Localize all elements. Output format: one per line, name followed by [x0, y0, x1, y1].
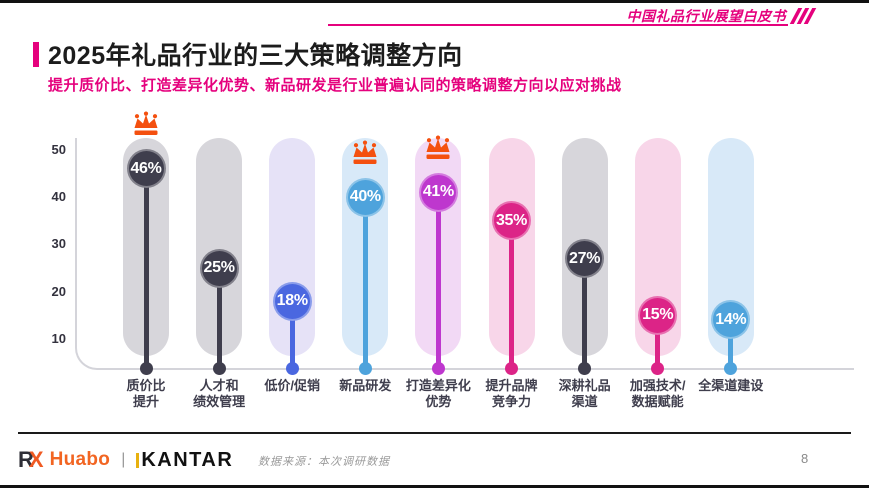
y-axis-tick-label: 30: [51, 236, 66, 252]
baseline-dot: [285, 361, 299, 375]
category-label: 低价/促销: [264, 378, 320, 393]
bar-stem: [216, 268, 222, 368]
baseline-dot: [724, 361, 738, 375]
baseline-dot: [578, 361, 592, 375]
category-label: 新品研发: [339, 378, 392, 393]
huabo-logo: Huabo: [49, 449, 111, 470]
y-axis-tick-label: 10: [51, 330, 66, 346]
category-label: 人才和 绩效管理: [193, 378, 246, 409]
category-label: 质价比 提升: [126, 378, 166, 409]
bar-stem: [362, 197, 368, 368]
crown-icon: [422, 135, 454, 161]
top-edge-bar: [0, 0, 869, 3]
baseline-dot: [358, 361, 372, 375]
category-label: 打造差异化 优势: [405, 378, 471, 409]
value-bubble: 40%: [345, 177, 385, 217]
value-bubble: 18%: [272, 281, 312, 321]
crown-icon: [349, 140, 381, 166]
page-subtitle: 提升质价比、打造差异化优势、新品研发是行业普遍认同的策略调整方向以应对挑战: [48, 77, 622, 94]
category-label: 加强技术/数据赋能: [629, 378, 686, 409]
baseline-dot: [505, 361, 518, 375]
kantar-accent-bar: [136, 452, 140, 468]
value-bubble: 27%: [565, 239, 605, 279]
bottom-edge-bar: [0, 485, 869, 488]
bar-stem: [435, 192, 441, 368]
footer-rule: [18, 432, 851, 434]
bar-stem: [728, 319, 734, 368]
rx-logo: RX: [18, 447, 44, 472]
baseline-dot: [212, 361, 226, 375]
value-bubble: 46%: [126, 149, 166, 189]
brand-title: 中国礼品行业展望白皮书: [626, 8, 786, 24]
crown-icon: [130, 111, 162, 137]
axis-frame: [75, 138, 854, 370]
baseline-dot: [651, 361, 665, 375]
bar-stem: [582, 258, 588, 368]
bar-stem: [289, 301, 295, 368]
baseline-dot: [139, 361, 153, 375]
data-source-note: 数据来源：本次调研数据: [258, 456, 390, 468]
page-number: 8: [801, 451, 809, 466]
category-label: 全渠道建设: [698, 378, 764, 393]
footer-logos: RX Huabo | KANTAR: [18, 446, 233, 474]
y-axis-tick-label: 50: [51, 142, 66, 157]
logo-separator: |: [121, 451, 126, 468]
y-axis-tick-label: 20: [51, 283, 66, 299]
category-label: 深耕礼品 渠道: [558, 378, 611, 409]
kantar-logo: KANTAR: [136, 449, 233, 472]
bar-stem: [509, 220, 514, 368]
title-accent-bar: [33, 41, 39, 67]
category-label: 提升品牌 竞争力: [485, 378, 538, 409]
brand-underline: [328, 24, 788, 26]
bar-stem: [143, 168, 149, 368]
value-bubble: 14%: [711, 300, 751, 340]
value-bubble: 41%: [418, 172, 458, 212]
bar-stem: [655, 315, 661, 368]
value-bubble: 35%: [492, 201, 531, 241]
title-row: 2025年礼品行业的三大策略调整方向: [33, 36, 463, 72]
page-title: 2025年礼品行业的三大策略调整方向: [48, 42, 463, 70]
value-bubble: 15%: [638, 295, 678, 335]
value-bubble: 25%: [199, 248, 239, 288]
y-axis-tick-label: 40: [51, 189, 66, 205]
baseline-dot: [431, 361, 445, 375]
